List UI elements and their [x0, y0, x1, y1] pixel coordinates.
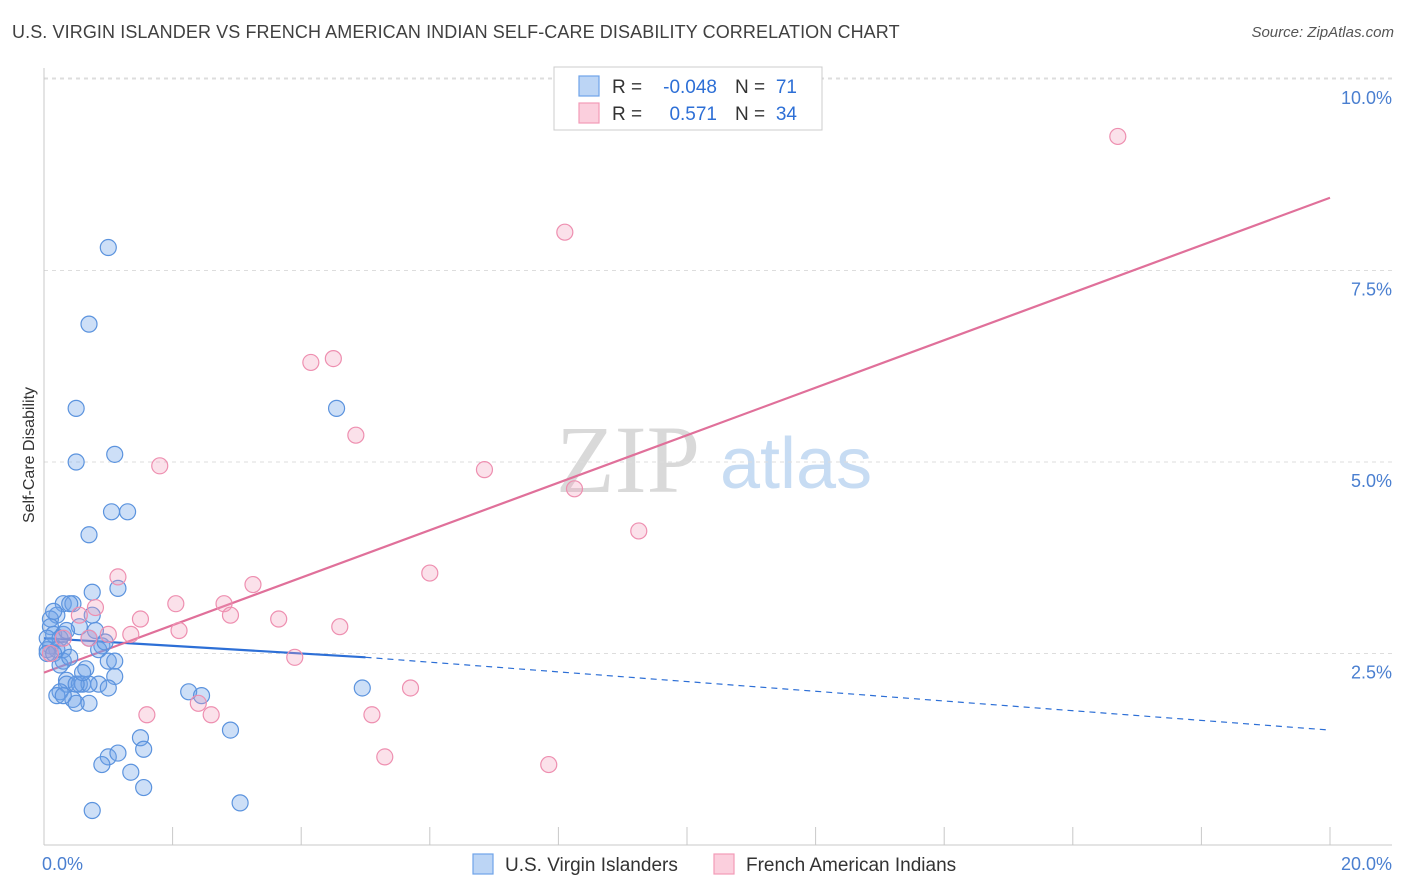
data-point-virgin-islander	[54, 687, 72, 705]
legend-r-value-1: -0.048	[663, 77, 717, 98]
data-point-virgin-islander	[80, 694, 98, 712]
legend-n-label-2: N =	[735, 104, 765, 125]
data-point-french-american-indian	[363, 706, 381, 724]
data-point-french-american-indian	[189, 694, 207, 712]
data-point-french-american-indian	[99, 625, 117, 643]
data-point-french-american-indian	[475, 461, 494, 479]
data-point-virgin-islander	[231, 794, 249, 812]
data-point-virgin-islander	[99, 679, 117, 697]
data-point-virgin-islander	[48, 687, 66, 705]
data-points	[38, 127, 1127, 820]
data-point-french-american-indian	[122, 625, 140, 643]
trend-line-blue-extension	[365, 656, 1331, 731]
data-point-french-american-indian	[630, 522, 648, 540]
series-label-pink: French American Indians	[746, 855, 956, 876]
legend-swatch-pink	[578, 102, 600, 124]
data-point-virgin-islander	[83, 801, 101, 820]
data-point-french-american-indian	[109, 568, 127, 586]
data-point-virgin-islander	[353, 679, 371, 697]
data-point-virgin-islander	[80, 526, 98, 544]
trend-line-pink	[43, 196, 1331, 674]
data-point-french-american-indian	[270, 610, 288, 628]
data-point-french-american-indian	[151, 457, 169, 475]
data-point-virgin-islander	[45, 602, 63, 620]
axes	[43, 68, 1392, 846]
data-point-virgin-islander	[99, 238, 117, 257]
data-point-virgin-islander	[102, 503, 121, 521]
y-tick-label: 7.5%	[1351, 280, 1392, 300]
data-point-virgin-islander	[67, 453, 85, 471]
data-point-french-american-indian	[1109, 127, 1127, 146]
data-point-virgin-islander	[106, 445, 124, 463]
data-point-french-american-indian	[556, 223, 574, 241]
data-point-french-american-indian	[80, 629, 98, 647]
data-point-virgin-islander	[83, 583, 101, 601]
legend-r-value-2: 0.571	[669, 104, 717, 125]
y-axis-label: Self-Care Disability	[21, 387, 38, 523]
series-legend: U.S. Virgin Islanders French American In…	[472, 853, 956, 876]
data-point-french-american-indian	[86, 598, 105, 617]
legend-swatch-blue	[578, 75, 600, 97]
data-point-virgin-islander	[67, 694, 85, 712]
data-point-virgin-islander	[135, 778, 153, 797]
legend-r-label-1: R =	[612, 77, 642, 98]
data-point-french-american-indian	[170, 621, 188, 640]
data-point-virgin-islander	[99, 652, 117, 670]
watermark-atlas: atlas	[720, 424, 872, 504]
data-point-virgin-islander	[61, 595, 79, 613]
data-point-virgin-islander	[122, 763, 140, 781]
data-point-virgin-islander	[80, 315, 98, 333]
data-point-virgin-islander	[93, 755, 111, 774]
data-point-virgin-islander	[67, 399, 85, 417]
data-point-virgin-islander	[135, 740, 153, 758]
data-point-french-american-indian	[202, 706, 220, 724]
series-label-blue: U.S. Virgin Islanders	[505, 855, 678, 876]
x-tick-label: 20.0%	[1341, 854, 1392, 874]
data-point-virgin-islander	[106, 652, 124, 670]
y-tick-label: 10.0%	[1341, 88, 1392, 108]
legend-n-label-1: N =	[735, 77, 765, 98]
data-point-virgin-islander	[221, 721, 240, 739]
data-point-french-american-indian	[540, 755, 558, 774]
watermark-zip: ZIP	[556, 406, 700, 513]
series-swatch-pink	[713, 853, 735, 875]
y-tick-label: 5.0%	[1351, 471, 1392, 491]
data-point-french-american-indian	[302, 353, 320, 372]
data-point-virgin-islander	[109, 744, 127, 762]
data-point-french-american-indian	[347, 426, 365, 444]
legend-n-value-2: 34	[776, 104, 798, 125]
data-point-french-american-indian	[167, 595, 185, 613]
legend-n-value-1: 71	[776, 77, 797, 98]
data-point-virgin-islander	[327, 399, 346, 417]
data-point-french-american-indian	[41, 644, 60, 663]
x-tick-label: 0.0%	[42, 854, 83, 874]
legend-r-label-2: R =	[612, 104, 642, 125]
data-point-french-american-indian	[286, 648, 304, 666]
grid-lines	[44, 77, 1392, 654]
data-point-virgin-islander	[73, 664, 92, 682]
data-point-french-american-indian	[401, 679, 420, 697]
data-point-french-american-indian	[565, 480, 584, 498]
chart-title: U.S. VIRGIN ISLANDER VS FRENCH AMERICAN …	[12, 22, 900, 42]
axis-ticks: 2.5% 5.0% 7.5% 10.0% 0.0% 20.0%	[42, 88, 1392, 874]
data-point-french-american-indian	[376, 748, 394, 766]
y-tick-label: 2.5%	[1351, 663, 1392, 683]
stats-legend: R = -0.048 N = 71 R = 0.571 N = 34	[553, 66, 823, 131]
data-point-french-american-indian	[131, 610, 150, 628]
data-point-french-american-indian	[421, 564, 439, 582]
data-point-virgin-islander	[118, 503, 137, 521]
data-point-french-american-indian	[54, 629, 72, 647]
data-point-french-american-indian	[331, 618, 349, 636]
source-label: Source: ZipAtlas.com	[1251, 24, 1394, 41]
data-point-french-american-indian	[324, 349, 342, 368]
series-swatch-blue	[472, 853, 494, 875]
data-point-french-american-indian	[244, 575, 262, 594]
data-point-virgin-islander	[180, 683, 198, 701]
data-point-french-american-indian	[221, 606, 240, 624]
data-point-french-american-indian	[70, 606, 88, 624]
data-point-virgin-islander	[61, 648, 79, 666]
data-point-french-american-indian	[138, 706, 156, 724]
